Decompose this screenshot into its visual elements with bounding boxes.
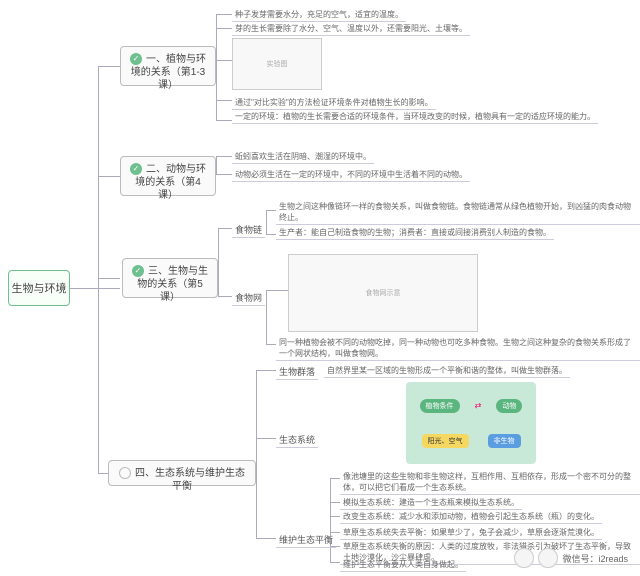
leaf-text: 芽的生长需要除了水分、空气、温度以外，还需要阳光、土壤等。	[232, 22, 470, 36]
image-placeholder: 食物网示意	[288, 254, 478, 332]
root-node[interactable]: 生物与环境	[8, 270, 70, 306]
eco-bl: 非生物	[488, 434, 521, 448]
leaf-text: 生产者：能自己制造食物的生物；消费者：直接或间接消费别人制造的食物。	[276, 226, 554, 240]
leaf-text: 维护生态平衡要从人类自身做起。	[340, 558, 466, 572]
section-node[interactable]: ✓二、动物与环境的关系（第4课）	[120, 156, 216, 196]
wechat-qr-icon	[538, 548, 558, 568]
root-label: 生物与环境	[12, 280, 67, 296]
eco-system-diagram: 植物条件 ⇄ 动物 阳光、空气 非生物	[406, 382, 536, 464]
eco-b2: 动物	[496, 399, 522, 413]
sub-node[interactable]: 食物链	[232, 222, 265, 238]
leaf-text: 动物必须生活在一定的环境中，不同的环境中生活着不同的动物。	[232, 168, 470, 182]
check-icon: ✓	[130, 53, 142, 65]
section-node[interactable]: 四、生态系统与维护生态平衡	[108, 460, 256, 486]
leaf-text: 草原生态系统失去平衡：如果草少了，兔子会减少，草原会逐渐荒漠化。	[340, 526, 602, 540]
section-label: 四、生态系统与维护生态平衡	[135, 468, 245, 492]
section-node[interactable]: ✓三、生物与生物的关系（第5课）	[122, 258, 218, 298]
leaf-text: 通过"对比实验"的方法检证环境条件对植物生长的影响。	[232, 96, 436, 110]
wechat-avatar-icon	[514, 548, 534, 568]
leaf-text: 种子发芽需要水分，充足的空气，适宜的温度。	[232, 8, 406, 22]
sub-node[interactable]: 食物网	[232, 290, 265, 306]
section-node[interactable]: ✓一、植物与环境的关系（第1-3课）	[120, 46, 216, 86]
leaf-text: 生物之间这种像链环一样的食物关系，叫做食物链。食物链通常从绿色植物开始，到凶猛的…	[276, 200, 640, 225]
empty-check-icon	[119, 467, 131, 479]
eco-y: 阳光、空气	[422, 434, 469, 448]
leaf-text: 改变生态系统：减少水和添加动物，植物会引起生态系统（瓶）的变化。	[340, 510, 602, 524]
sub-node[interactable]: 生态系统	[276, 432, 318, 448]
leaf-text: 一定的环境：植物的生长需要合适的环境条件，当环境改变的时候，植物具有一定的适应环…	[232, 110, 598, 124]
section-label: 三、生物与生物的关系（第5课）	[137, 266, 208, 303]
eco-arrow: ⇄	[475, 401, 482, 410]
leaf-text: 像池塘里的这些生物和非生物这样，互相作用、互相依存，形成一个密不可分的整体，可以…	[340, 470, 640, 495]
leaf-text: 自然界里某一区域的生物形成一个平衡和谐的整体，叫做生物群落。	[324, 364, 570, 378]
leaf-text: 同一种植物会被不同的动物吃掉，同一种动物也可吃多种食物。生物之间这种复杂的食物关…	[276, 336, 640, 361]
sub-node[interactable]: 维护生态平衡	[276, 532, 336, 548]
leaf-text: 蚯蚓喜欢生活在阴暗、潮湿的环境中。	[232, 150, 374, 164]
image-placeholder: 实验图	[232, 38, 322, 90]
wechat-badge: 微信号：i2reads	[514, 548, 628, 568]
sub-node[interactable]: 生物群落	[276, 364, 318, 380]
section-label: 二、动物与环境的关系（第4课）	[135, 164, 206, 201]
section-label: 一、植物与环境的关系（第1-3课）	[131, 54, 206, 91]
wechat-label: 微信号：i2reads	[562, 552, 628, 565]
leaf-text: 模拟生态系统：建造一个生态瓶来模拟生态系统。	[340, 496, 522, 510]
check-icon: ✓	[132, 265, 144, 277]
check-icon: ✓	[130, 163, 142, 175]
eco-b1: 植物条件	[420, 399, 460, 413]
